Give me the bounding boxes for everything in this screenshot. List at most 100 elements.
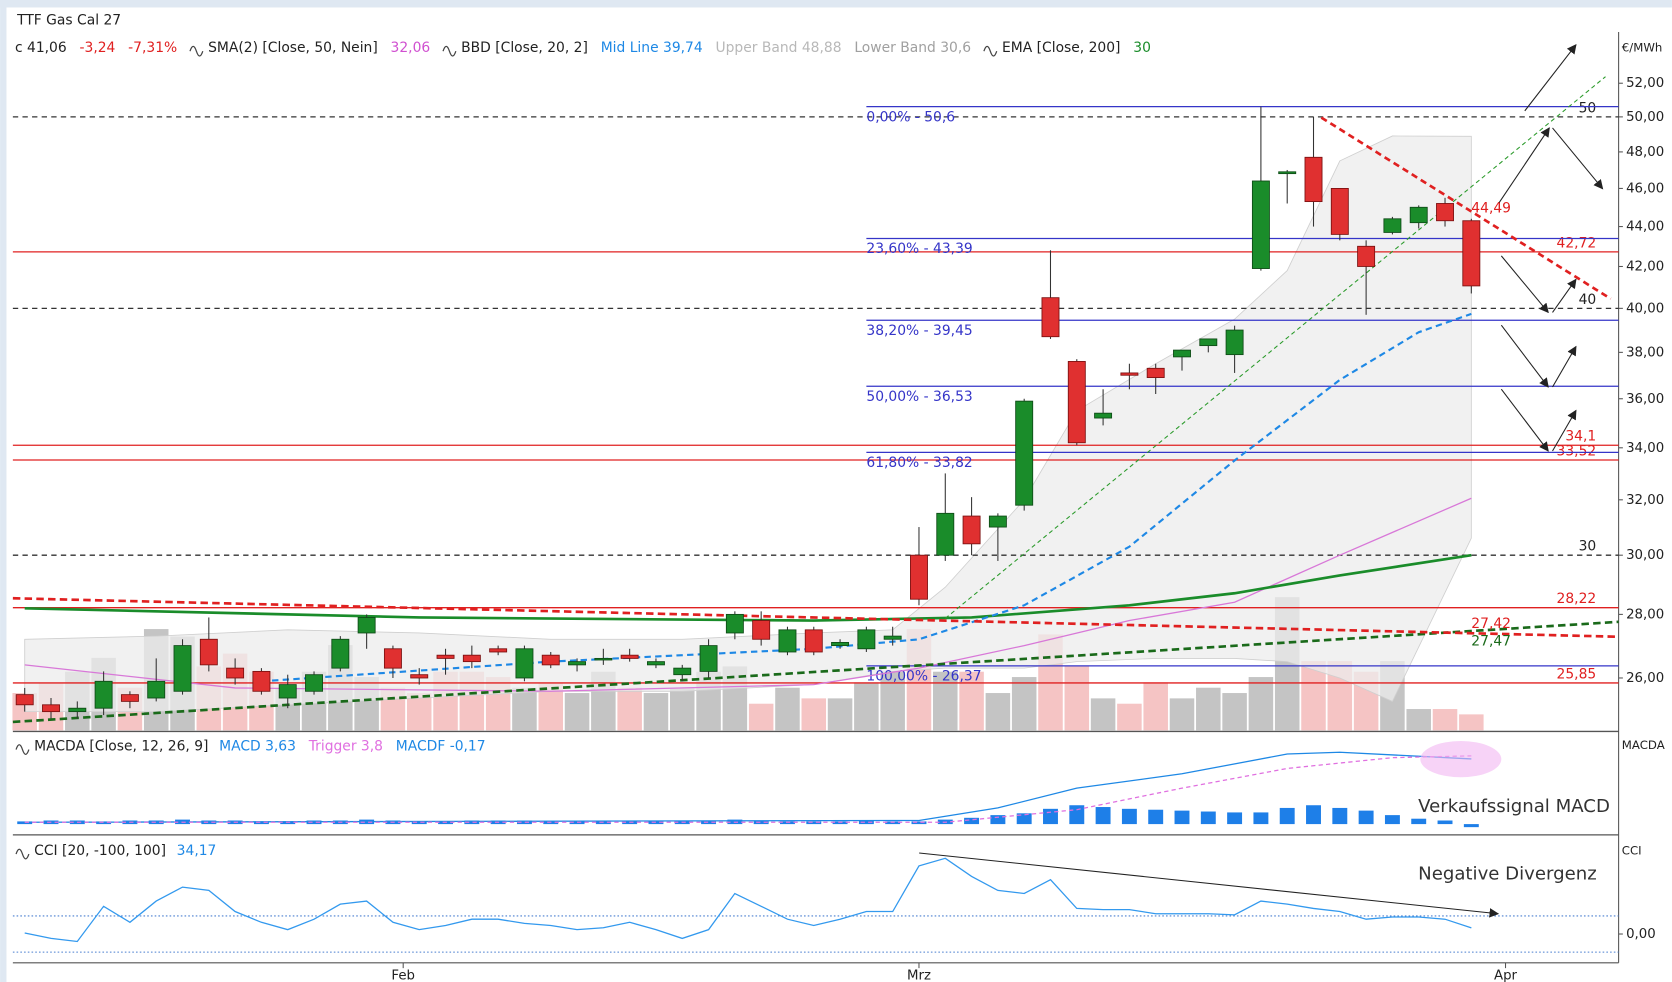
histogram-bar	[1069, 805, 1085, 825]
indicator-icon	[15, 744, 30, 755]
level-label: 40	[1579, 292, 1597, 308]
y-tick-label: 50,00	[1626, 110, 1664, 125]
y-tick-label: 46,00	[1626, 181, 1664, 196]
candle-body	[199, 638, 218, 666]
level-label: 50	[1579, 100, 1597, 116]
candle-body	[1199, 338, 1218, 347]
legend-item: BBD [Close, 20, 2]	[461, 40, 588, 56]
volume-bar	[1143, 682, 1168, 731]
histogram-bar	[1200, 811, 1216, 825]
arrow	[1552, 278, 1577, 313]
volume-bar	[1459, 714, 1484, 731]
indicator-line	[24, 553, 1472, 622]
candle-body	[1067, 361, 1086, 444]
line-value-label: 44,49	[1471, 201, 1511, 217]
candle-body	[1094, 412, 1113, 419]
candle-body	[1120, 372, 1139, 376]
volume-bar	[985, 693, 1011, 731]
candle-body	[252, 670, 271, 692]
trend-line	[12, 620, 1619, 724]
macd-line	[24, 751, 1472, 823]
panel-title: CCI [20, -100, 100]	[34, 843, 166, 859]
candle-body	[857, 629, 876, 650]
fib-label: 100,00% - 26,37	[866, 669, 981, 685]
candle-body	[1436, 203, 1454, 222]
axis-label: CCI	[1622, 843, 1642, 857]
line-value-label: 27,47	[1471, 633, 1511, 649]
y-tick-label: 42,00	[1626, 259, 1664, 274]
candle-body	[541, 654, 560, 666]
histogram-bar	[1016, 813, 1032, 825]
candle-body	[778, 629, 797, 653]
legend-item: -3,24	[79, 40, 115, 56]
histogram-bar	[1253, 812, 1269, 825]
y-tick-label: 48,00	[1626, 145, 1664, 160]
candle-body	[1041, 297, 1060, 338]
volume-bar	[827, 698, 853, 731]
candle-body	[94, 680, 113, 709]
histogram-bar	[253, 821, 269, 825]
y-tick-label: 40,00	[1626, 301, 1664, 316]
histogram-bar	[1358, 810, 1374, 825]
chart-title: TTF Gas Cal 27	[16, 12, 121, 28]
histogram-bar	[1043, 808, 1058, 825]
level-label: 34,1	[1565, 429, 1596, 445]
legend-item: Upper Band 48,88	[715, 40, 841, 56]
y-tick-label: 30,00	[1626, 548, 1664, 563]
histogram-bar	[911, 821, 927, 825]
fib-label: 61,80% - 33,82	[866, 455, 972, 471]
candle-body	[646, 661, 665, 666]
y-tick-label: 32,00	[1626, 493, 1664, 508]
y-tick-label: 38,00	[1626, 345, 1664, 360]
annotation: Negative Divergenz	[1418, 863, 1597, 884]
arrow	[1500, 255, 1549, 314]
volume-bar	[748, 703, 774, 731]
volume-bar	[1248, 677, 1274, 731]
histogram-bar	[1463, 824, 1479, 828]
volume-bar	[406, 693, 432, 731]
candle-body	[883, 635, 902, 640]
candle-body	[436, 654, 455, 659]
volume-bar	[1222, 693, 1247, 731]
arrow	[1552, 345, 1577, 388]
candle-body	[305, 674, 323, 692]
candle-body	[1409, 206, 1428, 224]
indicator-icon	[442, 45, 457, 57]
top-border	[0, 0, 1672, 8]
volume-bar	[775, 687, 800, 731]
y-tick-label: 0,00	[1626, 927, 1656, 942]
macd-line	[24, 755, 1472, 823]
divergence-arrow	[919, 852, 1500, 918]
histogram-bar	[1332, 807, 1348, 825]
histogram-bar	[1279, 807, 1295, 825]
candle-body	[120, 694, 139, 702]
x-tick-label: Apr	[1494, 969, 1518, 982]
candle-body	[1278, 171, 1297, 175]
legend-item: Mid Line 39,74	[601, 40, 703, 56]
legend-item: -7,31%	[128, 40, 177, 56]
histogram-bar	[1148, 809, 1164, 825]
candle-body	[988, 515, 1007, 528]
y-tick-label: 44,00	[1626, 220, 1664, 235]
volume-bar	[1090, 698, 1116, 731]
indicator-icon	[189, 45, 204, 57]
volume-bar	[512, 687, 537, 731]
legend-item: Lower Band 30,6	[854, 40, 971, 56]
candle-body	[910, 554, 928, 600]
legend-item: 30	[1133, 40, 1151, 56]
line-value-label: 27,42	[1471, 616, 1511, 632]
axis-unit: €/MWh	[1622, 40, 1663, 54]
level-label: 30	[1579, 539, 1597, 555]
y-tick-label: 28,00	[1626, 607, 1664, 622]
candle-body	[42, 704, 60, 713]
candle-body	[1330, 188, 1349, 235]
volume-bar	[1432, 709, 1458, 731]
histogram-bar	[1174, 810, 1190, 825]
trend-line	[1320, 116, 1612, 300]
candle-body	[1304, 156, 1323, 203]
y-tick-label: 36,00	[1626, 392, 1664, 407]
arrow	[1500, 388, 1549, 452]
volume-bar	[854, 682, 879, 731]
candle-body	[831, 641, 850, 647]
